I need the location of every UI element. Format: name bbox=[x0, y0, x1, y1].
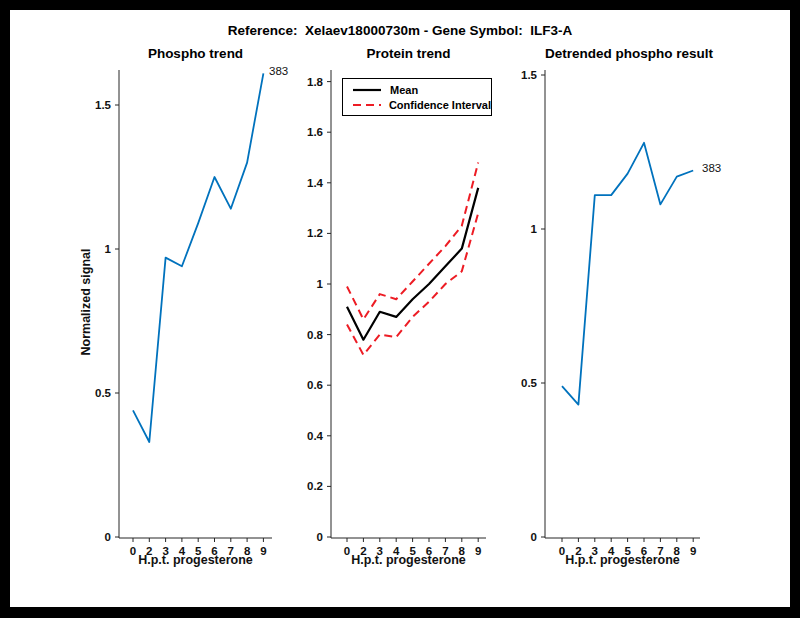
x-axis-label-left: H.p.t. progesterone bbox=[119, 553, 272, 567]
y-tick-label: 1.5 bbox=[95, 99, 112, 111]
y-tick-label: 0 bbox=[531, 531, 537, 543]
y-tick-label: 1.5 bbox=[521, 69, 538, 81]
subplot-title-detrended: Detrended phospho result bbox=[545, 46, 700, 61]
y-tick-label: 1.8 bbox=[307, 76, 324, 88]
y-tick-label: 1 bbox=[317, 278, 324, 290]
y-tick-label: 1.6 bbox=[307, 126, 323, 138]
series-line bbox=[347, 163, 478, 320]
y-tick-label: 0.8 bbox=[307, 329, 324, 341]
y-tick-label: 0.5 bbox=[95, 387, 112, 399]
y-tick-label: 0 bbox=[317, 531, 323, 543]
figure-title: Reference: Xelaev18000730m - Gene Symbol… bbox=[10, 23, 790, 38]
matlab-figure: 02345678900.511.502345678900.20.40.60.81… bbox=[10, 10, 790, 607]
y-tick-label: 1.4 bbox=[307, 177, 324, 189]
y-tick-label: 1 bbox=[531, 223, 538, 235]
y-tick-label: 0.2 bbox=[307, 480, 323, 492]
legend-label-ci: Confidence Interval bbox=[389, 99, 491, 111]
series-end-label-left: 383 bbox=[269, 65, 288, 77]
series-line bbox=[562, 143, 693, 405]
subplot-title-phospho: Phospho trend bbox=[119, 46, 272, 61]
legend-label-mean: Mean bbox=[390, 84, 418, 96]
x-axis-label-middle: H.p.t. progesterone bbox=[331, 553, 486, 567]
y-tick-label: 1.2 bbox=[307, 227, 323, 239]
y-tick-label: 1 bbox=[105, 243, 112, 255]
legend-box: Mean Confidence Interval bbox=[342, 78, 492, 116]
legend-entry-ci: Confidence Interval bbox=[352, 99, 491, 111]
legend-line-dashed-icon bbox=[352, 102, 381, 108]
y-axis-label: Normalized signal bbox=[79, 249, 93, 356]
y-tick-label: 0.6 bbox=[307, 379, 323, 391]
series-line bbox=[133, 73, 263, 442]
legend-entry-mean: Mean bbox=[352, 84, 491, 96]
series-line bbox=[347, 188, 478, 340]
legend-line-solid-icon bbox=[352, 87, 382, 93]
x-axis-label-right: H.p.t. progesterone bbox=[545, 553, 700, 567]
y-tick-label: 0.4 bbox=[307, 430, 324, 442]
y-tick-label: 0.5 bbox=[521, 377, 538, 389]
series-end-label-right: 383 bbox=[702, 162, 721, 174]
y-tick-label: 0 bbox=[105, 531, 111, 543]
subplot-title-protein: Protein trend bbox=[331, 46, 486, 61]
